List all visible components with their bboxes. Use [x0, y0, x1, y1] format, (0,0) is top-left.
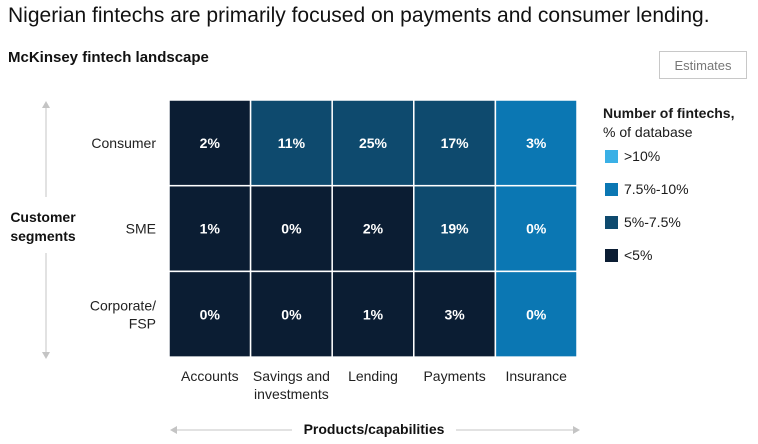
- arrow-right-icon: [573, 426, 580, 434]
- legend-label: >10%: [624, 148, 661, 164]
- y-axis-title: Customer segments: [10, 209, 76, 244]
- cell-value-label: 2%: [363, 221, 384, 237]
- cell-value-label: 0%: [281, 221, 302, 237]
- cell-value-label: 0%: [526, 306, 547, 322]
- heatmap-cell: [413, 184, 497, 273]
- legend-label: 5%-7.5%: [624, 214, 681, 230]
- legend-item: >10%: [605, 148, 660, 164]
- arrow-up-icon: [42, 101, 50, 108]
- legend-title: Number of fintechs, % of database: [603, 104, 753, 142]
- cell-value-label: 19%: [441, 221, 470, 237]
- heatmap-cell: [249, 184, 333, 273]
- x-tick-label: Savings and investments: [253, 368, 330, 402]
- cell-value-label: 2%: [200, 135, 221, 151]
- heatmap-cell: [494, 99, 578, 187]
- cell-value-label: 3%: [526, 135, 547, 151]
- arrow-left-icon: [170, 426, 177, 434]
- cell-value-label: 11%: [278, 135, 306, 151]
- x-tick-label: Insurance: [505, 368, 567, 384]
- chart-headline: Nigerian fintechs are primarily focused …: [8, 4, 710, 27]
- cell-value-label: 0%: [200, 306, 221, 322]
- x-axis-title: Products/capabilities: [304, 421, 445, 437]
- heatmap-cell: [331, 184, 415, 273]
- y-tick-label: SME: [126, 221, 156, 237]
- heatmap-cell: [494, 184, 578, 273]
- cell-value-label: 0%: [281, 306, 302, 322]
- legend-item: 5%-7.5%: [605, 214, 681, 230]
- legend-label: <5%: [624, 247, 653, 263]
- heatmap-cell: [331, 99, 415, 187]
- legend-item: <5%: [605, 247, 652, 263]
- heatmap-cell: [168, 270, 252, 358]
- heatmap-cell: [413, 99, 497, 187]
- cell-value-label: 1%: [363, 306, 384, 322]
- heatmap-cell: [249, 270, 333, 358]
- y-tick-label: Corporate/FSP: [90, 297, 156, 331]
- cell-value-label: 1%: [200, 221, 221, 237]
- legend-swatch: [605, 215, 618, 229]
- cell-value-label: 17%: [441, 135, 470, 151]
- heatmap-cell: [494, 270, 578, 358]
- y-tick-label: Consumer: [91, 135, 156, 151]
- cell-value-label: 0%: [526, 221, 547, 237]
- arrow-down-icon: [42, 352, 50, 359]
- legend-label: 7.5%-10%: [624, 181, 689, 197]
- heatmap-cell: [168, 184, 252, 273]
- x-tick-label: Lending: [348, 368, 398, 384]
- legend-subtitle-text: % of database: [603, 124, 693, 140]
- legend-swatch: [605, 182, 618, 196]
- legend-title-text: Number of fintechs,: [603, 105, 735, 121]
- chart-subtitle: McKinsey fintech landscape: [8, 49, 209, 66]
- cell-value-label: 3%: [444, 306, 465, 322]
- x-tick-label: Payments: [423, 368, 485, 384]
- legend-swatch: [605, 248, 618, 262]
- heatmap-cell: [331, 270, 415, 358]
- x-tick-label: Accounts: [181, 368, 239, 384]
- estimates-button[interactable]: Estimates: [659, 51, 747, 79]
- legend-swatch: [605, 149, 618, 163]
- heatmap-cell: [249, 99, 333, 187]
- legend-item: 7.5%-10%: [605, 181, 689, 197]
- cell-value-label: 25%: [359, 135, 388, 151]
- heatmap-cell: [413, 270, 497, 358]
